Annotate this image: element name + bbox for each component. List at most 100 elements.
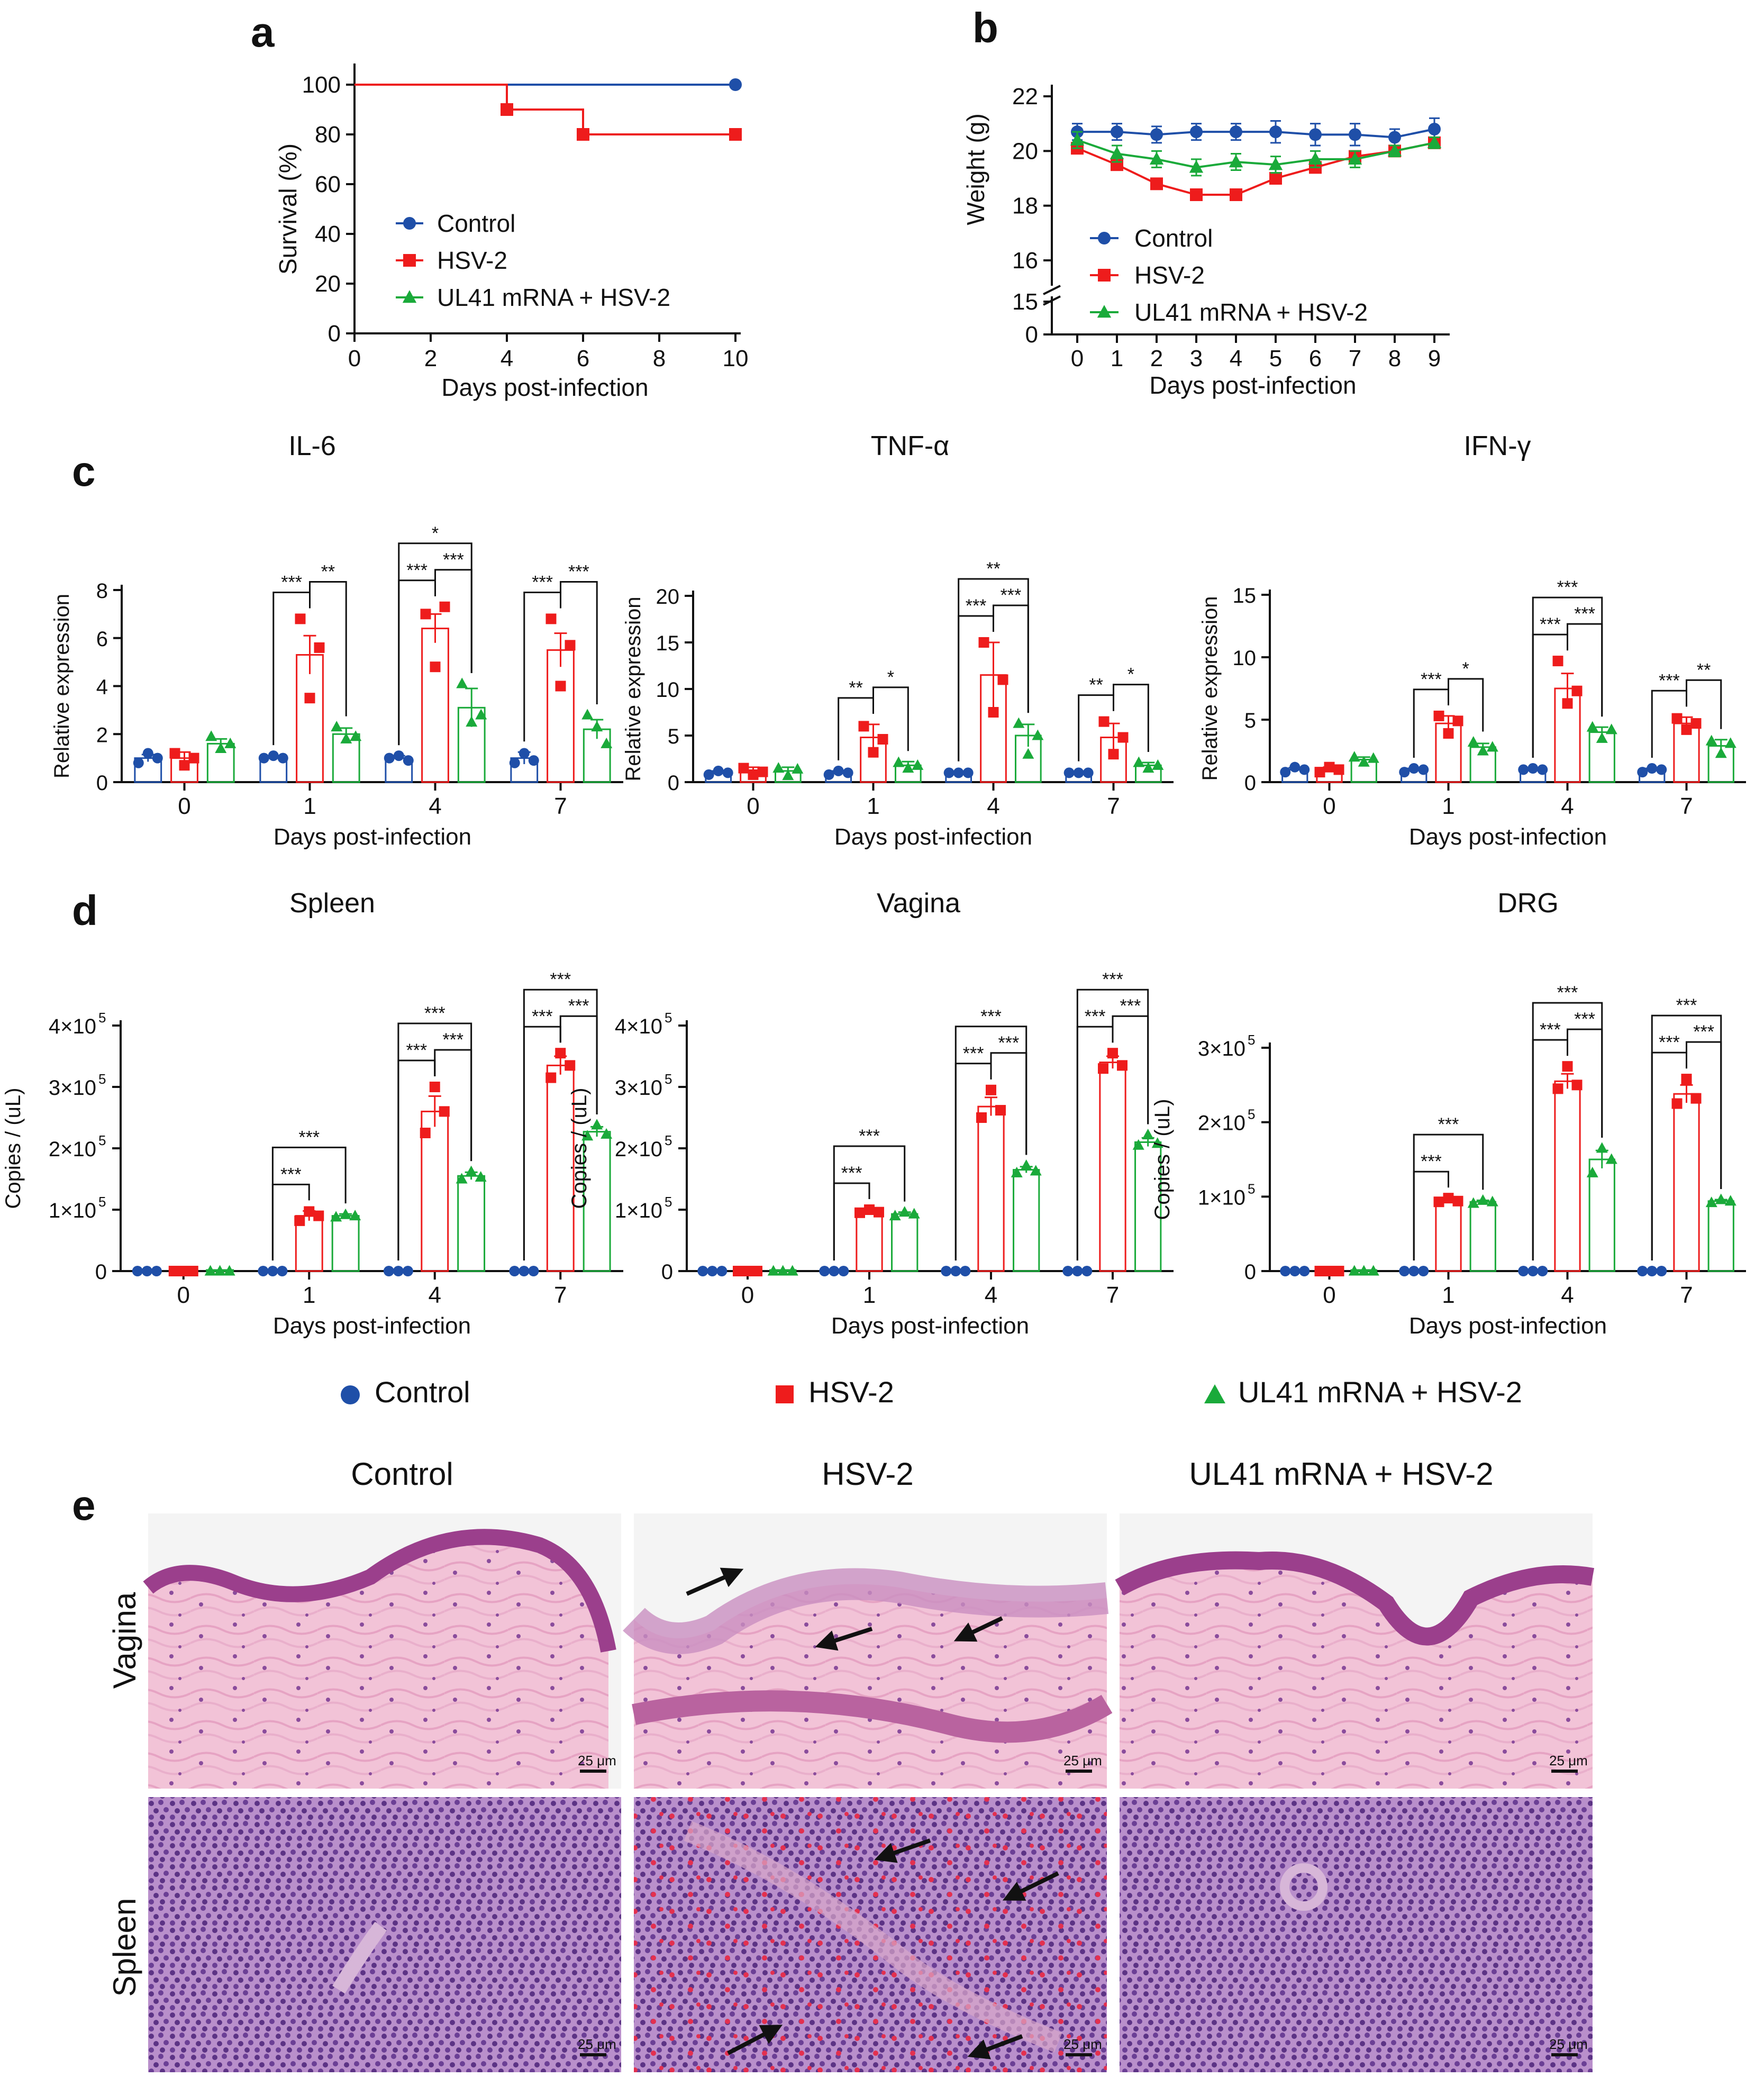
y-axis-title: Copies / (uL) xyxy=(568,1088,591,1209)
data-point xyxy=(420,609,431,620)
x-tick-label: 6 xyxy=(1309,346,1322,371)
x-tick-label: 4 xyxy=(987,793,999,819)
y-tick-label: 4×10 xyxy=(49,1015,96,1038)
lesion-arrow xyxy=(953,1616,1003,1642)
bar xyxy=(1435,1199,1462,1272)
data-point xyxy=(1072,1266,1083,1276)
legend-control-label: Control xyxy=(375,1375,470,1409)
significance-label: *** xyxy=(532,1006,553,1027)
data-point xyxy=(475,709,487,720)
data-point xyxy=(268,750,279,761)
data-point xyxy=(591,721,603,732)
data-point xyxy=(707,1266,718,1276)
y-tick-label: 3×10 xyxy=(49,1076,96,1100)
bar xyxy=(547,649,575,783)
y-tick-label: 18 xyxy=(1012,193,1038,219)
x-tick-label: 9 xyxy=(1428,346,1441,371)
data-point xyxy=(1142,762,1154,773)
significance-bracket xyxy=(1532,633,1568,758)
data-point xyxy=(1443,728,1454,739)
data-point xyxy=(1571,1080,1583,1091)
data-point xyxy=(1324,761,1335,773)
x-tick-label: 7 xyxy=(1680,793,1693,819)
data-point xyxy=(995,1105,1006,1116)
data-point xyxy=(1724,1195,1736,1206)
data-point xyxy=(304,693,315,704)
significance-bracket xyxy=(309,581,347,716)
significance-label: * xyxy=(1127,665,1134,685)
data-point xyxy=(267,1266,278,1276)
y-axis-title: Relative expression xyxy=(1198,596,1222,781)
data-point xyxy=(1656,1266,1667,1276)
data-point xyxy=(1433,1196,1444,1208)
weight-point xyxy=(1349,128,1361,141)
data-point xyxy=(748,769,759,780)
data-point xyxy=(1552,1083,1563,1094)
data-point xyxy=(1671,1098,1683,1109)
data-point xyxy=(1117,1060,1127,1071)
data-point xyxy=(601,737,613,748)
weight-point xyxy=(1189,160,1204,173)
data-point xyxy=(1011,1166,1023,1177)
legend-label: Control xyxy=(1134,224,1213,252)
data-point xyxy=(1314,767,1325,778)
data-point xyxy=(1596,732,1608,743)
data-point xyxy=(1452,1195,1463,1207)
data-point xyxy=(978,637,989,648)
data-point xyxy=(466,716,478,727)
bar xyxy=(1554,1080,1581,1272)
data-point xyxy=(581,1130,594,1141)
significance-label: ** xyxy=(849,678,862,698)
survival-point xyxy=(501,103,513,116)
data-point xyxy=(1705,734,1717,746)
x-tick-label: 4 xyxy=(1561,1282,1574,1308)
significance-bracket xyxy=(1413,1171,1449,1260)
y-tick-label: 20 xyxy=(315,271,341,297)
significance-bracket xyxy=(560,581,598,704)
legend-ul41-marker xyxy=(1204,1384,1225,1403)
data-point xyxy=(465,1165,477,1176)
x-tick-label: 0 xyxy=(177,1282,190,1308)
data-point xyxy=(703,769,714,780)
data-point xyxy=(767,1265,779,1276)
x-axis-title: Days post-infection xyxy=(1149,371,1356,399)
axis-break xyxy=(1043,285,1061,295)
significance-label: *** xyxy=(1574,1009,1595,1029)
significance-label: *** xyxy=(568,996,589,1016)
data-point xyxy=(187,1266,198,1276)
x-axis-title: Days post-infection xyxy=(1409,824,1607,850)
y-tick-label: 0 xyxy=(1244,772,1256,795)
scale-bar-label: 25 μm xyxy=(1549,1753,1588,1768)
data-point xyxy=(1013,717,1025,728)
data-point xyxy=(1098,716,1110,727)
data-point xyxy=(258,752,269,764)
data-point xyxy=(858,721,869,732)
data-point xyxy=(786,1265,798,1276)
x-tick-label: 2 xyxy=(424,346,437,371)
y-tick-label: 3×10 xyxy=(615,1076,662,1100)
data-point xyxy=(868,747,879,758)
significance-label: *** xyxy=(1557,983,1578,1003)
chart-title: TNF-α xyxy=(871,431,949,461)
data-point xyxy=(1108,749,1119,760)
il6-chart: IL-6 0 2 4 6 8 0 1 4 7 Days post-infection Relative… xyxy=(50,431,623,850)
significance-label: *** xyxy=(568,561,589,582)
x-tick-label: 0 xyxy=(747,793,759,819)
weight-line xyxy=(1077,141,1435,196)
x-tick-label: 7 xyxy=(1107,793,1120,819)
data-point xyxy=(1715,747,1727,758)
data-point xyxy=(304,1206,315,1217)
data-point xyxy=(912,759,924,770)
data-point xyxy=(908,1208,920,1219)
data-point xyxy=(1518,1266,1529,1276)
significance-bracket xyxy=(434,1049,472,1162)
significance-label: *** xyxy=(1438,1114,1459,1135)
weight-point xyxy=(1428,123,1441,135)
significance-label: *** xyxy=(406,560,428,581)
data-point xyxy=(1477,1194,1489,1205)
significance-bracket xyxy=(1113,684,1149,752)
data-point xyxy=(1681,1074,1692,1085)
significance-label: *** xyxy=(280,1164,302,1184)
